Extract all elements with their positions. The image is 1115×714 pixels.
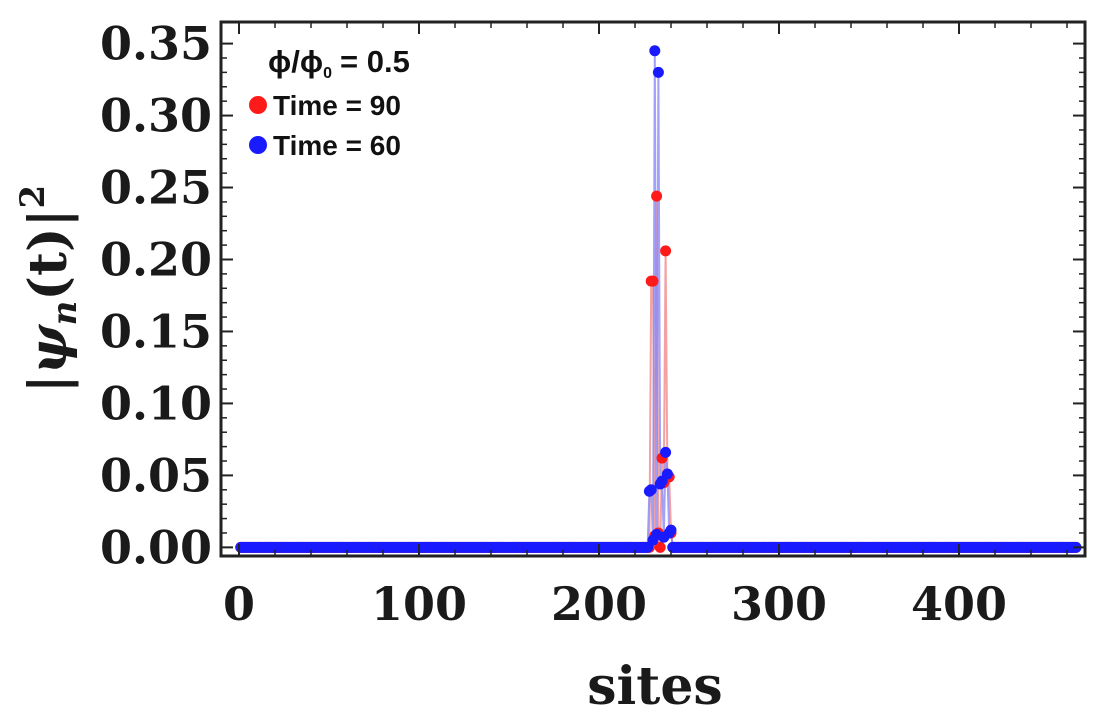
y-tick-label: 0.00 xyxy=(100,520,212,574)
legend-label-time-60: Time = 60 xyxy=(273,130,401,161)
data-point-series-1 xyxy=(645,484,657,496)
legend-header-value: = 0.5 xyxy=(340,44,410,79)
y-axis-title-sub: n xyxy=(45,301,85,326)
data-point-series-1 xyxy=(652,66,664,78)
y-tick-label: 0.20 xyxy=(100,232,212,286)
y-tick-label: 0.05 xyxy=(100,448,212,502)
x-tick-label: 300 xyxy=(731,577,827,631)
legend-header-sub: 0 xyxy=(323,65,332,82)
y-axis-title-sup: 2 xyxy=(13,185,53,209)
legend-marker-time-90 xyxy=(249,96,267,114)
y-tick-label: 0.15 xyxy=(100,304,212,358)
x-axis-title: sites xyxy=(587,656,722,714)
data-point-series-0 xyxy=(651,190,663,202)
x-tick-label: 100 xyxy=(371,577,467,631)
legend-header-phi2: ϕ xyxy=(300,44,323,79)
y-axis-title-arg: (t) xyxy=(18,227,79,300)
data-point-series-0 xyxy=(654,541,666,553)
y-tick-label: 0.25 xyxy=(100,161,212,215)
legend-header: ϕ/ϕ0 = 0.5 xyxy=(268,44,410,82)
data-point-series-0 xyxy=(647,275,659,287)
legend-header-phi1: ϕ xyxy=(268,44,291,79)
plot-points xyxy=(235,45,1082,553)
data-point-series-1 xyxy=(665,524,677,536)
legend-label-time-90: Time = 90 xyxy=(273,90,401,121)
x-tick-label: 200 xyxy=(551,577,647,631)
plot-lines xyxy=(240,50,1076,549)
data-point-series-0 xyxy=(660,245,672,257)
y-axis-title: |ψn(t)|2 xyxy=(13,185,85,393)
legend-marker-time-60 xyxy=(249,136,267,154)
x-axis-ticks: 0 100 200 300 400 xyxy=(223,22,1068,631)
legend: ϕ/ϕ0 = 0.5 Time = 90 Time = 60 xyxy=(249,44,410,161)
x-tick-label: 400 xyxy=(911,577,1007,631)
y-axis-ticks: 0.00 0.05 0.10 0.15 0.20 0.25 0.30 0.35 xyxy=(100,17,1085,574)
y-tick-label: 0.30 xyxy=(100,89,212,143)
y-axis-title-psi: ψ xyxy=(18,323,79,374)
data-point-series-1 xyxy=(661,468,673,480)
y-tick-label: 0.35 xyxy=(100,17,212,71)
data-point-series-1 xyxy=(649,45,661,57)
y-tick-label: 0.10 xyxy=(100,376,212,430)
data-point-series-1 xyxy=(660,446,672,458)
x-tick-label: 0 xyxy=(223,577,255,631)
